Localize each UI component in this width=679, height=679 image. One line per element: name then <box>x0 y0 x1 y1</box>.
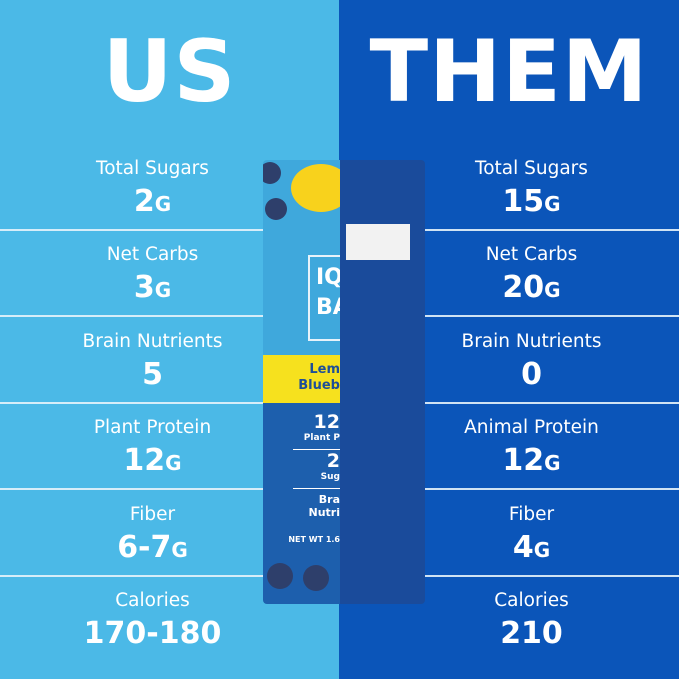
stat-label: Fiber <box>508 503 555 525</box>
stat-value: 0 <box>521 356 542 392</box>
stat-label: Brain Nutrients <box>461 330 602 352</box>
flavor-band: Lem Blueb <box>263 355 340 403</box>
stat-row-brain-nutrients: Brain Nutrients 0 <box>339 324 679 410</box>
stat-row-animal-protein: Animal Protein 12G <box>339 410 679 496</box>
row-divider <box>0 574 265 577</box>
row-divider <box>422 229 679 231</box>
iq-bar-logo: IQ BAR <box>308 255 340 341</box>
stat-row-brain-nutrients: Brain Nutrients 5 <box>0 324 305 410</box>
row-divider <box>0 229 265 231</box>
row-divider <box>422 315 679 318</box>
stat-value: 15G <box>502 184 561 219</box>
row-divider <box>0 488 265 491</box>
stat-row-fiber: Fiber 6-7G <box>0 497 305 583</box>
blueberry-icon <box>267 563 293 589</box>
stat-value: 20G <box>502 270 561 306</box>
stat-value: 12G <box>502 443 561 479</box>
stat-label: Plant Protein <box>93 417 212 439</box>
bar-claims: 12 Plant P 2 Sug Bra Nutri NET WT 1.6 <box>263 403 340 604</box>
stat-row-net-carbs: Net Carbs 20G <box>339 237 679 323</box>
stat-value: 12G <box>123 443 182 479</box>
row-divider <box>422 401 679 404</box>
lemon-icon <box>291 164 340 212</box>
stat-label: Calories <box>494 590 569 611</box>
stat-value: 2G <box>133 184 172 219</box>
stat-value: 3G <box>133 270 172 306</box>
blueberry-icon <box>263 162 281 184</box>
stat-value: 4G <box>512 529 551 565</box>
competitor-bar-wrapper <box>340 160 425 604</box>
stat-row-total-sugars: Total Sugars 15G <box>339 151 679 237</box>
stat-value: 5 <box>142 356 163 392</box>
blueberry-icon <box>303 565 329 591</box>
row-divider <box>0 401 265 404</box>
row-divider <box>422 574 679 577</box>
stat-label: Total Sugars <box>96 158 209 179</box>
stat-label: Fiber <box>129 503 176 525</box>
stat-label: Net Carbs <box>485 244 578 266</box>
us-title: US <box>102 22 237 122</box>
blank-label <box>346 224 410 260</box>
stat-row-fiber: Fiber 4G <box>339 497 679 583</box>
stat-label: Animal Protein <box>464 417 599 439</box>
stat-label: Net Carbs <box>106 244 199 266</box>
stat-value: 6-7G <box>117 529 188 565</box>
stat-value: 210 <box>500 616 563 651</box>
them-title: THEM <box>369 22 649 122</box>
stat-row-plant-protein: Plant Protein 12G <box>0 410 305 496</box>
blueberry-icon <box>265 198 287 220</box>
stat-label: Brain Nutrients <box>82 330 223 352</box>
stat-label: Calories <box>115 590 190 611</box>
stat-row-net-carbs: Net Carbs 3G <box>0 237 305 323</box>
stat-row-calories: Calories 210 <box>339 583 679 669</box>
row-divider <box>0 315 265 318</box>
row-divider <box>422 488 679 491</box>
stat-value: 170-180 <box>83 616 222 651</box>
stat-row-total-sugars: Total Sugars 2G <box>0 151 305 237</box>
stat-label: Total Sugars <box>475 158 588 179</box>
stat-row-calories: Calories 170-180 <box>0 583 305 669</box>
